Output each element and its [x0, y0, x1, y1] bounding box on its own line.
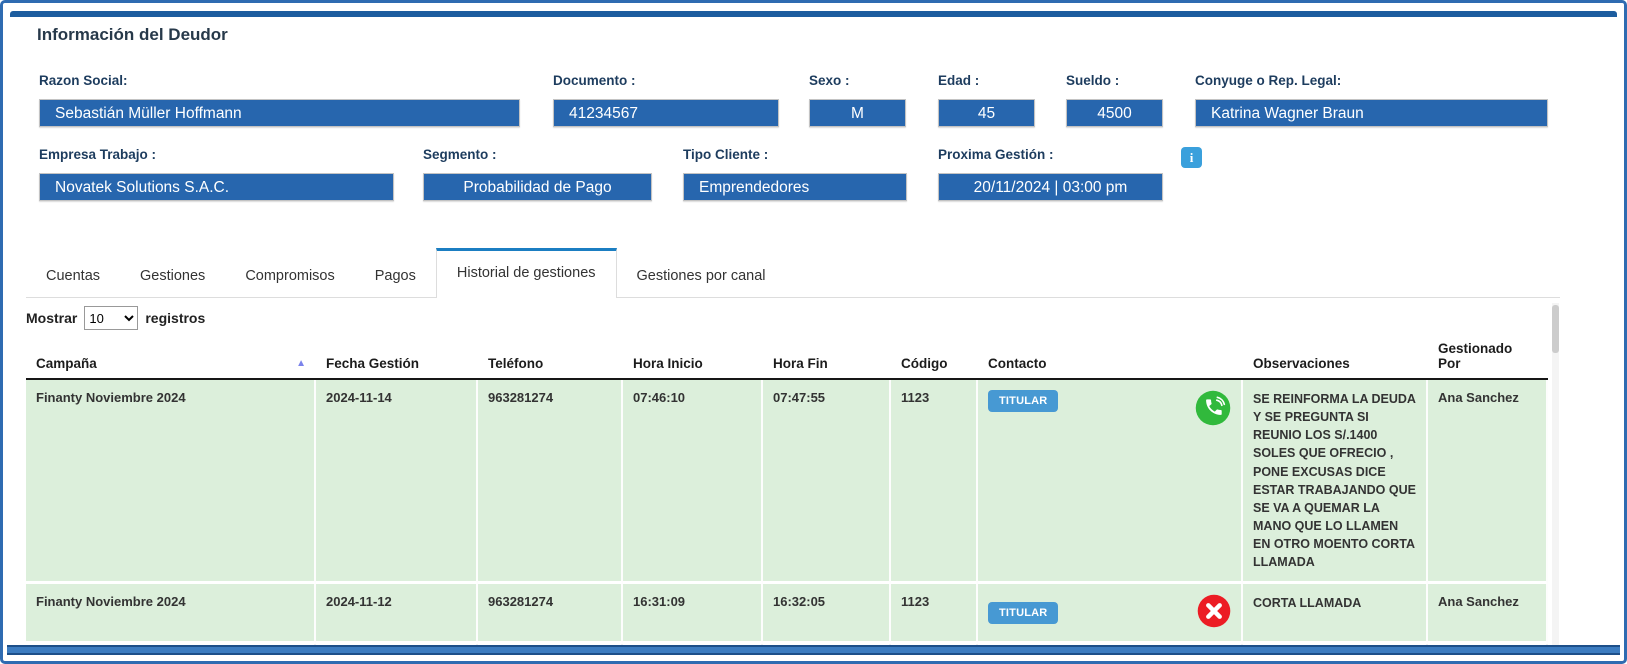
cell-telefono: 963281274 [478, 380, 623, 585]
cell-campana: Finanty Noviembre 2024 [26, 380, 316, 585]
cell-gestionado-por: Yessenia Nima [1428, 644, 1548, 645]
cell-hora-inicio: 07:46:10 [623, 380, 763, 585]
empresa-value: Novatek Solutions S.A.C. [39, 173, 394, 201]
cell-observaciones: CORTA LLAMADA [1243, 584, 1428, 645]
col-campana[interactable]: Campaña ▲ [26, 334, 316, 380]
segmento-value: Probabilidad de Pago [423, 173, 652, 201]
vertical-scrollbar[interactable] [1552, 303, 1559, 645]
cell-telefono: 963281274 [478, 584, 623, 645]
razon-social-label: Razon Social: [39, 73, 128, 88]
cell-hora-fin: 07:47:55 [763, 380, 891, 585]
tab-pagos[interactable]: Pagos [374, 268, 416, 284]
cell-observaciones: APROVECHA Y LIQUIDA TU DEUDA DE MIBANCO … [1243, 644, 1428, 645]
cell-hora-fin: 16:32:05 [763, 584, 891, 645]
cell-contacto: TITULAR [978, 380, 1243, 585]
cell-observaciones: SE REINFORMA LA DEUDA Y SE PREGUNTA SI R… [1243, 380, 1428, 585]
col-observaciones[interactable]: Observaciones [1243, 334, 1428, 380]
cell-campana: Finanty Noviembre 2024 [26, 584, 316, 645]
col-hora-fin[interactable]: Hora Fin [763, 334, 891, 380]
tab-cuentas[interactable]: Cuentas [46, 268, 101, 284]
call-rejected-icon [1197, 594, 1231, 631]
conyuge-label: Conyuge o Rep. Legal: [1195, 73, 1342, 88]
tipo-cliente-value: Emprendedores [683, 173, 907, 201]
col-gestionado-por[interactable]: Gestionado Por [1428, 334, 1548, 380]
razon-social-value: Sebastián Müller Hoffmann [39, 99, 520, 127]
page-size-select[interactable]: 10 [84, 306, 139, 330]
cell-fecha: 2024-11-12 [316, 584, 478, 645]
proxima-gestion-value: 20/11/2024 | 03:00 pm [938, 173, 1163, 201]
tab-gestiones-por-canal[interactable]: Gestiones por canal [636, 268, 766, 284]
bottom-accent-bar [7, 645, 1620, 655]
history-table-wrap: Campaña ▲ Fecha Gestión Teléfono Hora In… [26, 334, 1548, 645]
contact-badge: TITULAR [988, 601, 1059, 624]
registros-label: registros [145, 310, 206, 326]
table-row[interactable]: Finanty Noviembre 2024 2024-11-14 963281… [26, 380, 1548, 585]
cell-codigo: 1123 [891, 584, 978, 645]
call-answered-icon [1195, 390, 1231, 429]
tab-bar: Cuentas Gestiones Compromisos Pagos Hist… [26, 248, 1560, 298]
table-row[interactable]: Finanty Noviembre 2024 2024-11-11 963281… [26, 644, 1548, 645]
empresa-label: Empresa Trabajo : [39, 147, 157, 162]
sexo-label: Sexo : [809, 73, 850, 88]
table-header-row: Campaña ▲ Fecha Gestión Teléfono Hora In… [26, 334, 1548, 380]
tab-compromisos[interactable]: Compromisos [245, 268, 335, 284]
mostrar-label: Mostrar [26, 310, 78, 326]
cell-fecha: 2024-11-14 [316, 380, 478, 585]
edad-value: 45 [938, 99, 1035, 127]
scrollbar-thumb[interactable] [1552, 305, 1559, 353]
sexo-value: M [809, 99, 906, 127]
page-title: Información del Deudor [37, 25, 228, 44]
history-table: Campaña ▲ Fecha Gestión Teléfono Hora In… [26, 334, 1548, 645]
edad-label: Edad : [938, 73, 980, 88]
info-icon[interactable]: i [1181, 147, 1202, 168]
cell-contacto: BANDEJA DE ENTRADA [978, 644, 1243, 645]
cell-codigo: 1156 [891, 644, 978, 645]
contact-badge: TITULAR [988, 390, 1059, 412]
col-contacto[interactable]: Contacto [978, 334, 1243, 380]
col-telefono[interactable]: Teléfono [478, 334, 623, 380]
sueldo-value: 4500 [1066, 99, 1163, 127]
cell-contacto: TITULAR [978, 584, 1243, 645]
sort-asc-icon: ▲ [296, 358, 306, 369]
sueldo-label: Sueldo : [1066, 73, 1120, 88]
conyuge-value: Katrina Wagner Braun [1195, 99, 1548, 127]
table-row[interactable]: Finanty Noviembre 2024 2024-11-12 963281… [26, 584, 1548, 645]
cell-gestionado-por: Ana Sanchez [1428, 380, 1548, 585]
page-size-control: Mostrar 10 registros [26, 306, 205, 330]
cell-campana: Finanty Noviembre 2024 [26, 644, 316, 645]
cell-codigo: 1123 [891, 380, 978, 585]
proxima-gestion-label: Proxima Gestión : [938, 147, 1054, 162]
cell-fecha: 2024-11-11 [316, 644, 478, 645]
cell-hora-inicio: 16:31:09 [623, 584, 763, 645]
cell-gestionado-por: Ana Sanchez [1428, 584, 1548, 645]
cell-telefono: 963281274 [478, 644, 623, 645]
tipo-cliente-label: Tipo Cliente : [683, 147, 769, 162]
cell-hora-fin: 00:00:15 [763, 644, 891, 645]
col-hora-inicio[interactable]: Hora Inicio [623, 334, 763, 380]
top-accent-bar [10, 11, 1617, 17]
documento-value: 41234567 [553, 99, 779, 127]
cell-hora-inicio: 15:00:00 [623, 644, 763, 645]
documento-label: Documento : [553, 73, 636, 88]
col-codigo[interactable]: Código [891, 334, 978, 380]
col-fecha-gestion[interactable]: Fecha Gestión [316, 334, 478, 380]
segmento-label: Segmento : [423, 147, 497, 162]
tab-historial-de-gestiones[interactable]: Historial de gestiones [435, 248, 617, 298]
tab-gestiones[interactable]: Gestiones [140, 268, 206, 284]
